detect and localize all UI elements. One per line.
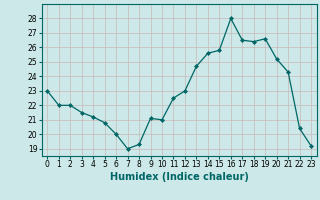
X-axis label: Humidex (Indice chaleur): Humidex (Indice chaleur) <box>110 172 249 182</box>
